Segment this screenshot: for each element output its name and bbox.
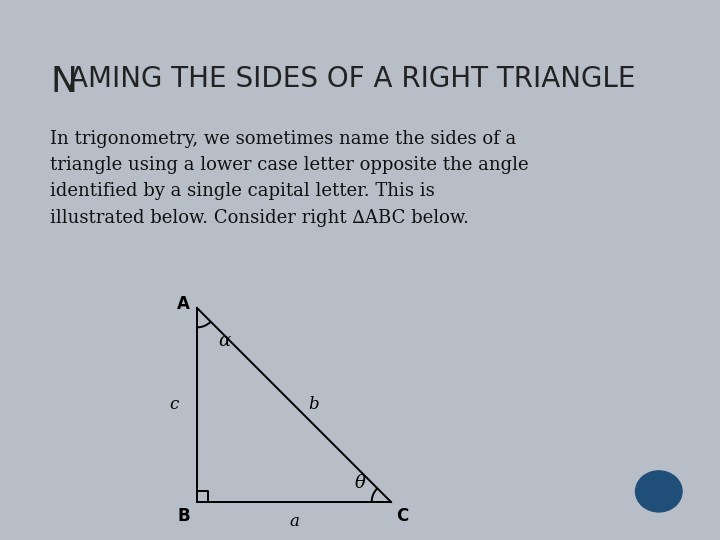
- Text: θ: θ: [354, 474, 366, 491]
- Text: N: N: [50, 65, 77, 99]
- Text: c: c: [169, 396, 179, 414]
- Text: In trigonometry, we sometimes name the sides of a
triangle using a lower case le: In trigonometry, we sometimes name the s…: [50, 130, 528, 227]
- Text: AMING THE SIDES OF A RIGHT TRIANGLE: AMING THE SIDES OF A RIGHT TRIANGLE: [69, 65, 636, 93]
- Text: b: b: [308, 396, 319, 414]
- Text: C: C: [397, 507, 409, 525]
- Text: α: α: [218, 332, 230, 350]
- Text: B: B: [177, 507, 190, 525]
- Text: a: a: [289, 513, 299, 530]
- Text: A: A: [177, 295, 190, 313]
